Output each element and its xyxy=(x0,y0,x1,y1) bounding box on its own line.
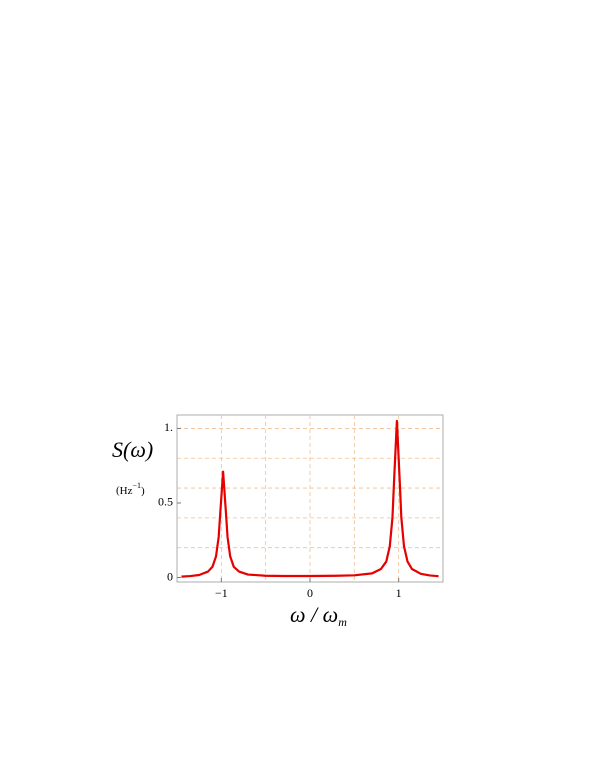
y-label: S(ω) xyxy=(112,437,153,462)
x-label: ω / ωm xyxy=(290,602,347,629)
y-tick-label: 0.5 xyxy=(158,495,173,509)
x-tick-label: 0 xyxy=(307,586,313,600)
x-label-subscript: m xyxy=(338,615,347,629)
y-tick-label: 1. xyxy=(164,420,173,434)
x-label-main: ω / ω xyxy=(290,602,338,627)
y-unit-exponent: −1 xyxy=(133,481,142,490)
y-tick-label: 0 xyxy=(167,569,173,583)
line xyxy=(181,419,439,578)
y-unit: (Hz−1) xyxy=(116,481,145,497)
x-tick-label: −1 xyxy=(215,586,228,600)
y-unit-base: Hz xyxy=(120,485,133,497)
x-tick-label: 1 xyxy=(396,586,402,600)
